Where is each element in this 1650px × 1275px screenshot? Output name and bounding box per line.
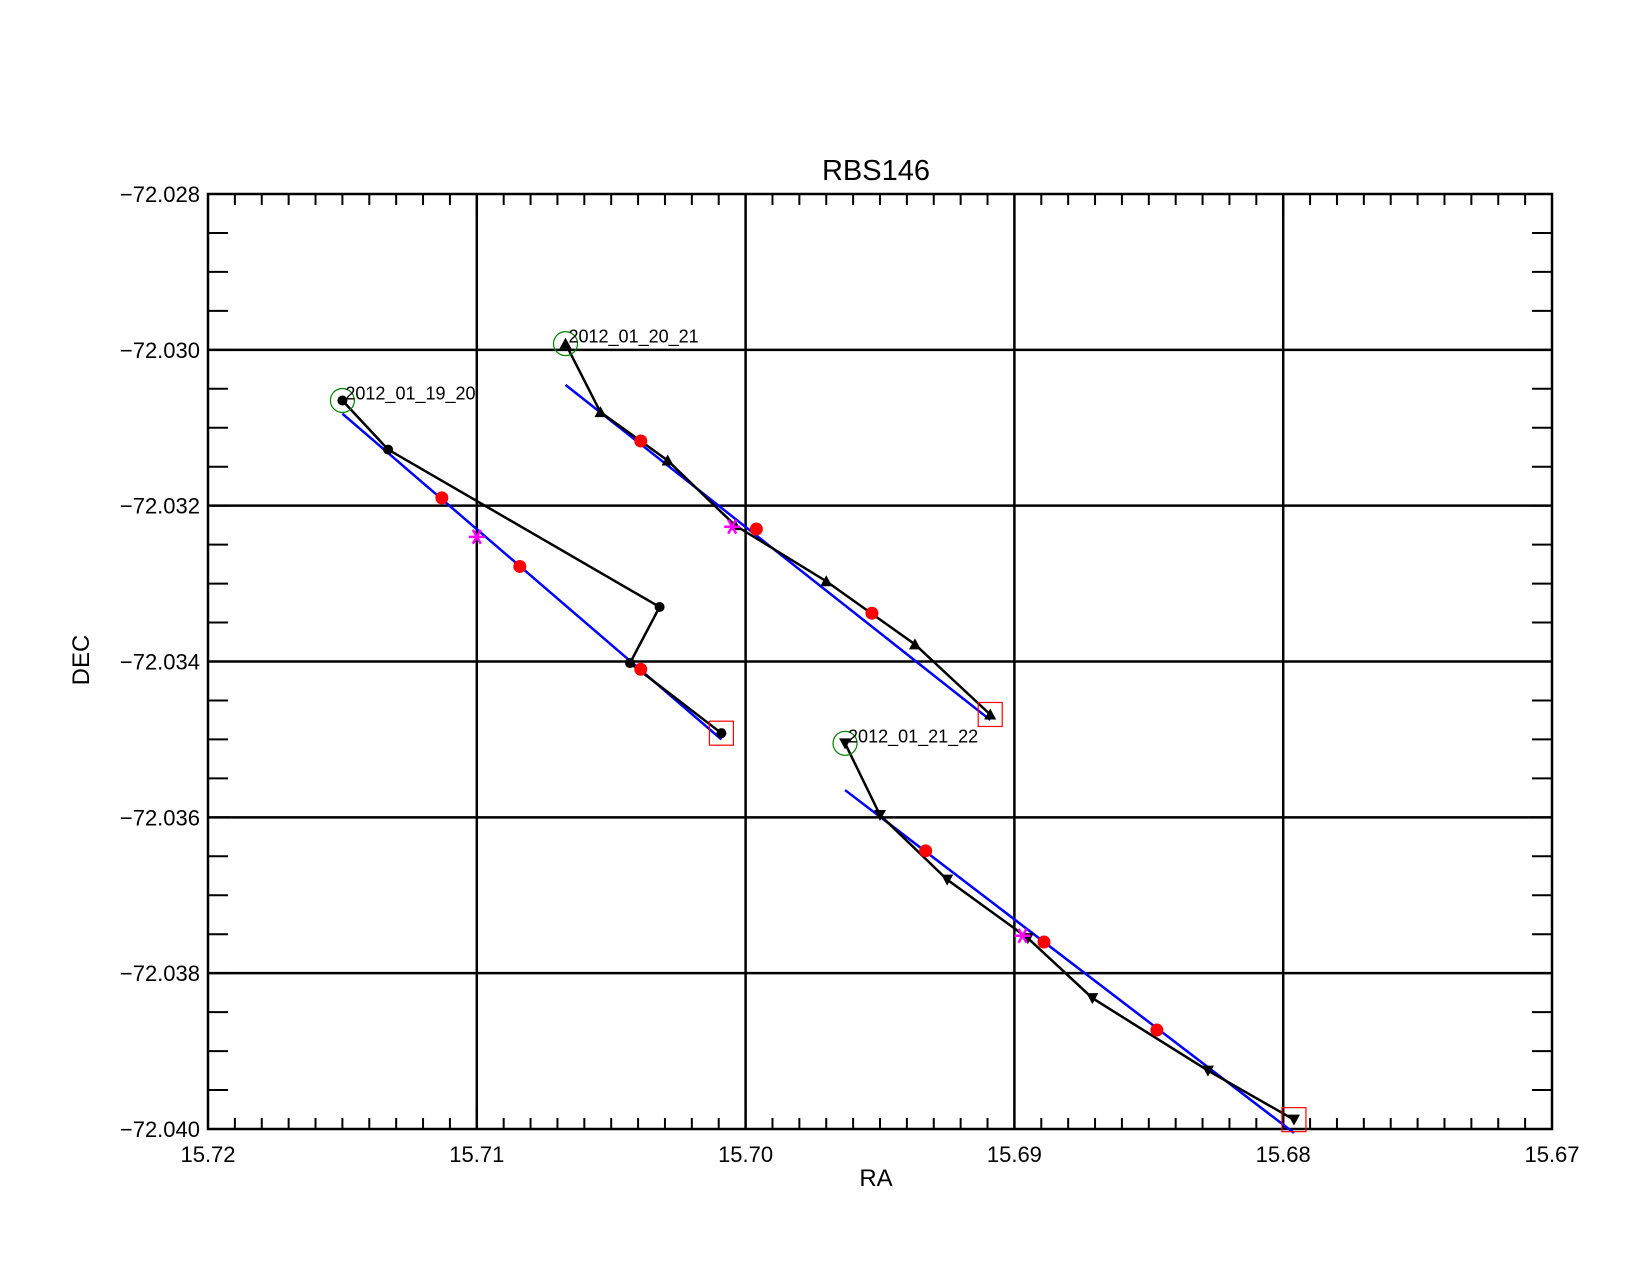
y-tick-label: −72.038 bbox=[120, 961, 200, 986]
ticks-layer bbox=[208, 194, 1552, 1129]
y-tick-label: −72.032 bbox=[120, 494, 200, 519]
start-circle bbox=[552, 331, 579, 357]
track-marker-circle bbox=[625, 658, 636, 669]
track-marker-circle bbox=[383, 444, 394, 455]
red-point bbox=[1150, 1023, 1164, 1037]
end-square bbox=[708, 720, 735, 746]
y-tick-label: −72.036 bbox=[120, 805, 200, 830]
y-tick-label: −72.030 bbox=[120, 338, 200, 363]
red-point bbox=[634, 662, 648, 676]
x-axis-label: RA bbox=[859, 1165, 892, 1192]
track-marker-circle bbox=[654, 601, 665, 612]
track-marker-triangle-down bbox=[1201, 1065, 1214, 1077]
x-tick-label: 15.68 bbox=[1256, 1142, 1311, 1167]
red-point bbox=[435, 491, 449, 505]
x-tick-label: 15.72 bbox=[180, 1142, 235, 1167]
end-square bbox=[1281, 1107, 1307, 1133]
series-2012_01_19_20: 2012_01_19_20 bbox=[329, 383, 735, 746]
track-marker-triangle-up bbox=[661, 454, 674, 466]
red-point bbox=[634, 434, 648, 448]
red-point bbox=[865, 606, 879, 620]
mean-marker bbox=[468, 529, 485, 545]
chart-title: RBS146 bbox=[822, 155, 930, 187]
grid-layer bbox=[208, 194, 1552, 1129]
plot-frame bbox=[206, 192, 1554, 1131]
mean-marker-stroke bbox=[471, 529, 482, 545]
track-marker-circle bbox=[716, 728, 727, 739]
y-axis-label: DEC bbox=[68, 635, 95, 686]
track-marker-triangle-down bbox=[1086, 993, 1099, 1005]
track-marker-triangle-down bbox=[1287, 1114, 1300, 1126]
series-label: 2012_01_19_20 bbox=[345, 383, 475, 404]
red-point bbox=[513, 559, 527, 573]
track-marker-triangle-up bbox=[820, 575, 833, 587]
mean-marker-stroke bbox=[1017, 928, 1028, 944]
red-point bbox=[749, 522, 763, 536]
start-circle bbox=[832, 730, 858, 756]
x-tick-label: 15.71 bbox=[449, 1142, 504, 1167]
end-square bbox=[977, 701, 1003, 728]
series-2012_01_20_21: 2012_01_20_21 bbox=[552, 327, 1003, 728]
mean-marker bbox=[724, 519, 741, 535]
mean-marker-stroke bbox=[727, 519, 738, 535]
track-marker-triangle-up bbox=[559, 337, 572, 349]
mean-marker bbox=[1014, 928, 1031, 944]
x-tick-label: 15.70 bbox=[718, 1142, 773, 1167]
track-marker-triangle-down bbox=[941, 874, 954, 886]
labels-layer: 15.72 15.71 15.70 15.69 15.68 15.67 −72.028 −72… bbox=[120, 182, 1580, 1167]
y-tick-label: −72.034 bbox=[120, 650, 200, 675]
series-2012_01_21_22: 2012_01_21_22 bbox=[832, 726, 1307, 1134]
track-marker-triangle-down bbox=[839, 738, 852, 750]
y-tick-label: −72.028 bbox=[120, 182, 200, 207]
red-point bbox=[1037, 935, 1051, 949]
y-tick-label: −72.040 bbox=[120, 1117, 200, 1142]
series-layer: 2012_01_19_20 2012_01_20_21 2012_01_21_22 bbox=[329, 327, 1307, 1134]
series-label: 2012_01_20_21 bbox=[569, 327, 699, 348]
x-tick-label: 15.67 bbox=[1524, 1142, 1579, 1167]
series-label: 2012_01_21_22 bbox=[848, 726, 978, 747]
track-marker-triangle-down bbox=[874, 809, 886, 821]
start-circle bbox=[329, 387, 355, 414]
track-marker-circle bbox=[337, 395, 348, 406]
track-marker-triangle-up bbox=[908, 638, 921, 650]
track-marker-triangle-up bbox=[594, 406, 607, 418]
red-point bbox=[919, 844, 933, 858]
track-marker-triangle-up bbox=[984, 708, 997, 720]
x-tick-label: 15.69 bbox=[987, 1142, 1042, 1167]
